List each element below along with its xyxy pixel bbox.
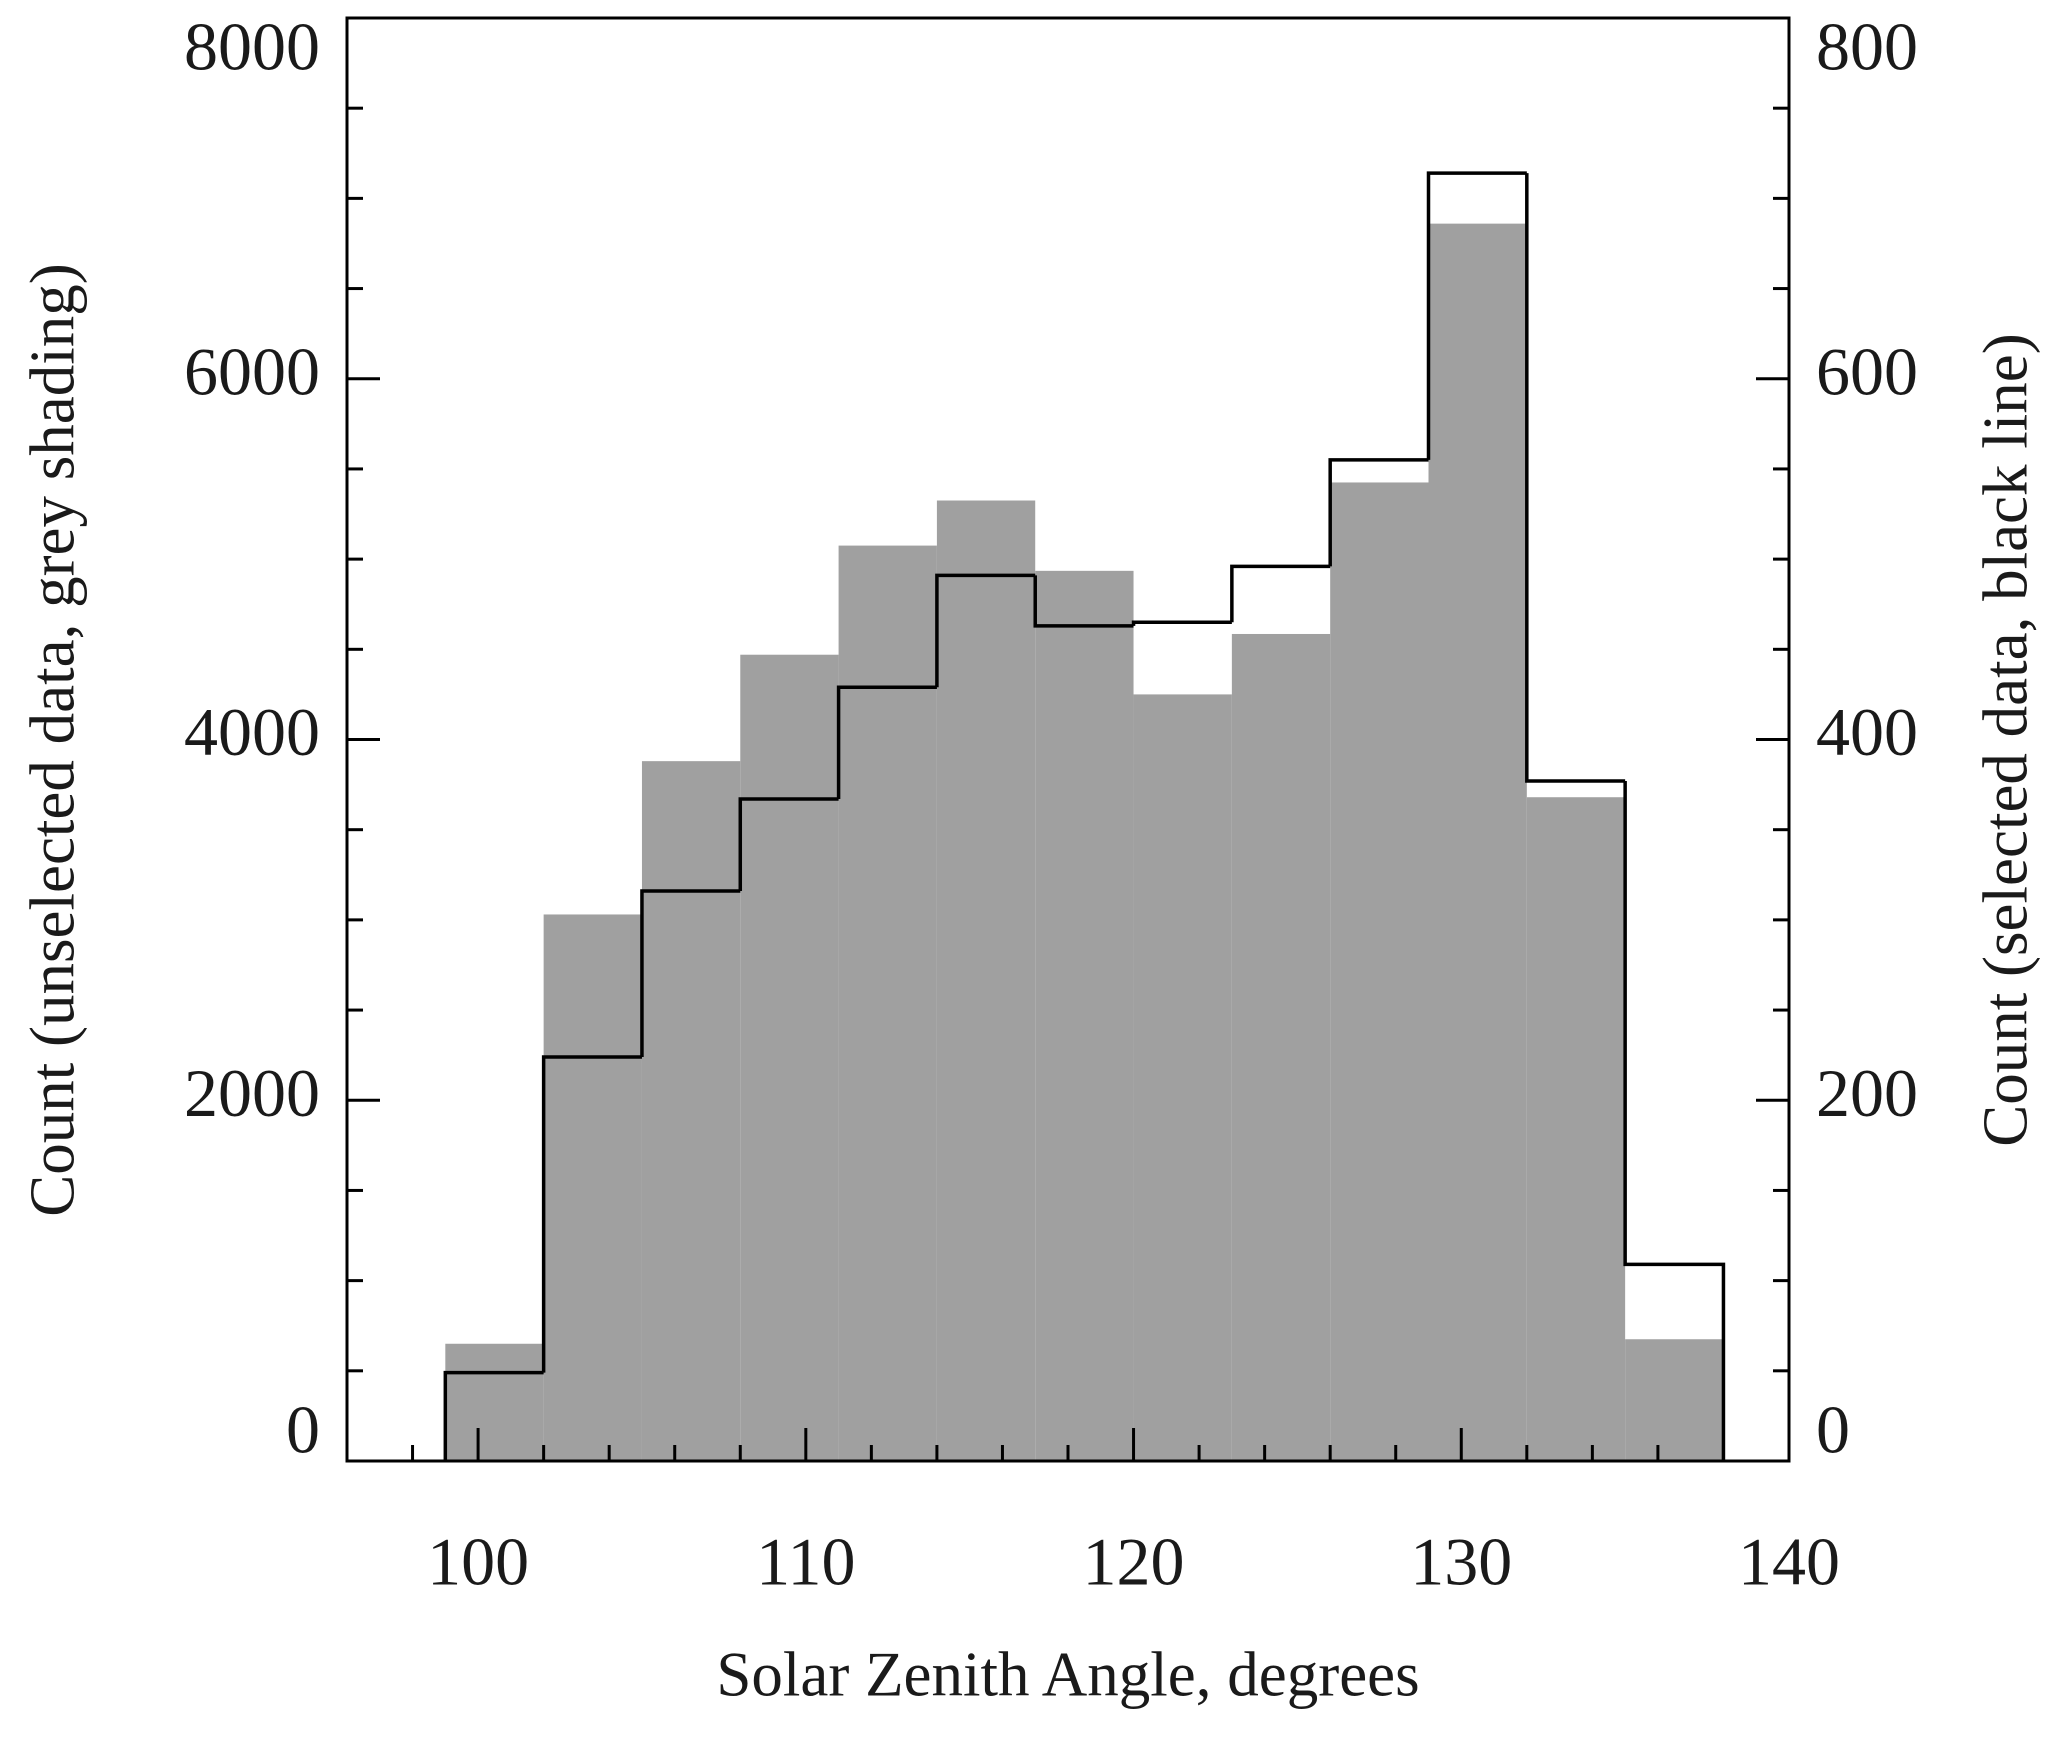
x-tick-label: 100 [427,1524,529,1600]
y2-axis-label: Count (selected data, black line) [1970,333,2040,1146]
bar [838,545,937,1461]
y-tick-label: 8000 [184,9,320,85]
y-tick-label: 2000 [184,1055,320,1131]
y-axis-label: Count (unselected data, grey shading) [17,263,87,1216]
bar [1625,1339,1724,1461]
x-tick-label: 130 [1410,1524,1512,1600]
step-line [1328,458,1429,567]
y2-tick-label: 400 [1816,694,1918,770]
bar [1231,633,1331,1461]
x-tick-label: 110 [756,1524,855,1600]
y2-tick-label: 800 [1816,9,1918,85]
bar [543,914,642,1461]
step-line [443,1370,544,1461]
step-line [935,573,1036,688]
bar [445,1343,544,1461]
y2-tick-label: 200 [1816,1055,1918,1131]
y-tick-label: 0 [286,1392,320,1468]
bar [1526,797,1626,1461]
y2-tick-label: 600 [1816,333,1918,409]
bar [1428,223,1527,1462]
step-line [1426,171,1527,460]
step-line [738,797,839,892]
step-line [640,889,741,1057]
bar [740,654,839,1461]
step-line [1525,173,1626,783]
bar [1330,482,1429,1461]
step-line [541,1055,642,1373]
x-axis-label: Solar Zenith Angle, degrees [716,1639,1419,1709]
y-tick-label: 6000 [184,333,320,409]
bar [936,500,1036,1461]
y2-tick-label: 0 [1816,1392,1850,1468]
step-line [1623,780,1726,1461]
bar [1035,570,1134,1461]
step-line [836,685,937,800]
y-tick-label: 4000 [184,694,320,770]
step-line [1131,620,1232,626]
x-tick-label: 140 [1738,1524,1840,1600]
bar [641,761,741,1461]
bar [1133,694,1232,1461]
x-tick-label: 120 [1083,1524,1185,1600]
step-line [1230,564,1331,623]
step-line [1033,575,1134,628]
